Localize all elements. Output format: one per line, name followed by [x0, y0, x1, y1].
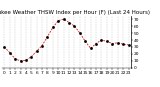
Title: Milwaukee Weather THSW Index per Hour (F) (Last 24 Hours): Milwaukee Weather THSW Index per Hour (F… — [0, 10, 150, 15]
